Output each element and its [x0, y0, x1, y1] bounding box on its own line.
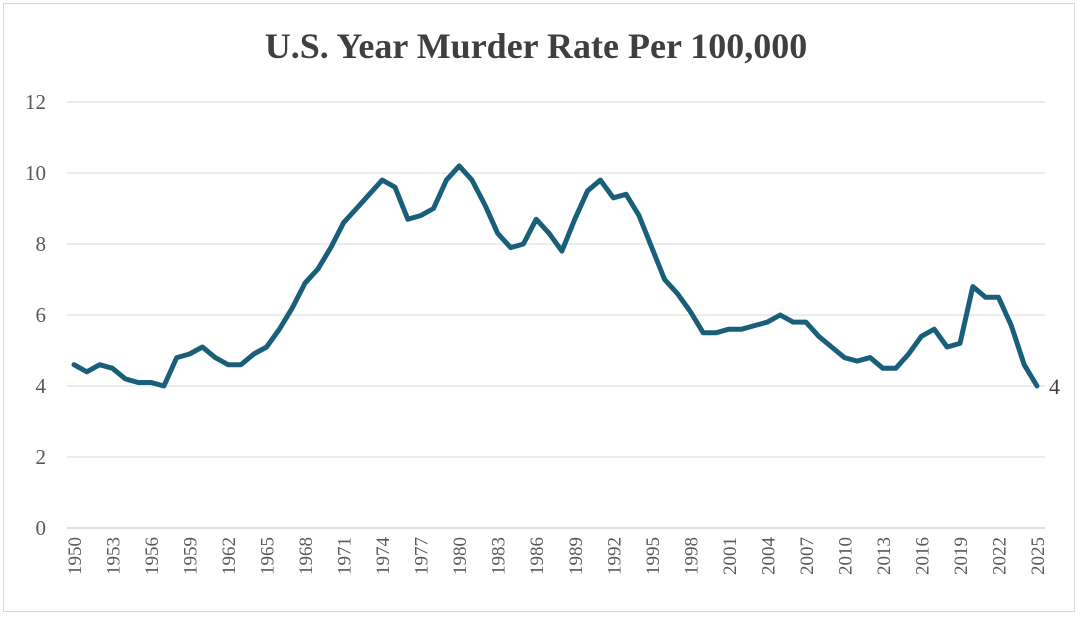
x-tick-label: 2016 — [912, 537, 933, 575]
x-tick-label: 2001 — [720, 537, 741, 575]
x-tick-label: 1950 — [65, 537, 86, 575]
x-tick-label: 1971 — [335, 537, 356, 575]
x-tick-label: 2022 — [989, 537, 1010, 575]
x-tick-label: 1959 — [181, 537, 202, 575]
gridlines — [67, 101, 1045, 529]
x-tick-label: 2013 — [874, 537, 895, 575]
chart-title: U.S. Year Murder Rate Per 100,000 — [265, 26, 808, 66]
y-tick-label: 0 — [36, 516, 47, 540]
x-tick-label: 1968 — [296, 537, 317, 575]
chart-frame — [3, 3, 1075, 612]
y-tick-label: 6 — [36, 303, 47, 327]
x-tick-label: 2007 — [797, 537, 818, 575]
y-tick-label: 2 — [36, 445, 47, 469]
x-tick-label: 2010 — [835, 537, 856, 575]
end-data-label: 4 — [1049, 374, 1060, 399]
x-tick-label: 1992 — [604, 537, 625, 575]
y-tick-label: 8 — [36, 232, 47, 256]
series-line-murder-rate — [71, 163, 1040, 389]
x-tick-label: 1974 — [373, 537, 394, 576]
x-tick-label: 2025 — [1028, 537, 1049, 575]
x-tick-label: 1962 — [219, 537, 240, 575]
y-axis-ticks: 0 2 4 6 8 10 12 — [25, 90, 47, 540]
x-tick-label: 1989 — [566, 537, 587, 575]
y-tick-label: 10 — [25, 161, 46, 185]
x-tick-label: 1953 — [104, 537, 125, 575]
x-tick-label: 1980 — [450, 537, 471, 575]
x-tick-label: 1977 — [412, 537, 433, 575]
x-tick-label: 1983 — [489, 537, 510, 575]
x-tick-label: 2004 — [758, 537, 779, 576]
y-tick-label: 12 — [25, 90, 46, 114]
x-axis-ticks: 1950 1953 1956 1959 1962 1965 1968 1971 1974 1977… — [65, 537, 1049, 576]
x-tick-label: 2019 — [951, 537, 972, 575]
x-tick-label: 1998 — [681, 537, 702, 575]
x-tick-label: 1965 — [258, 537, 279, 575]
x-tick-label: 1995 — [643, 537, 664, 575]
y-tick-label: 4 — [36, 374, 47, 398]
x-tick-label: 1986 — [527, 537, 548, 575]
series-layer — [71, 163, 1040, 389]
x-tick-label: 1956 — [142, 537, 163, 575]
